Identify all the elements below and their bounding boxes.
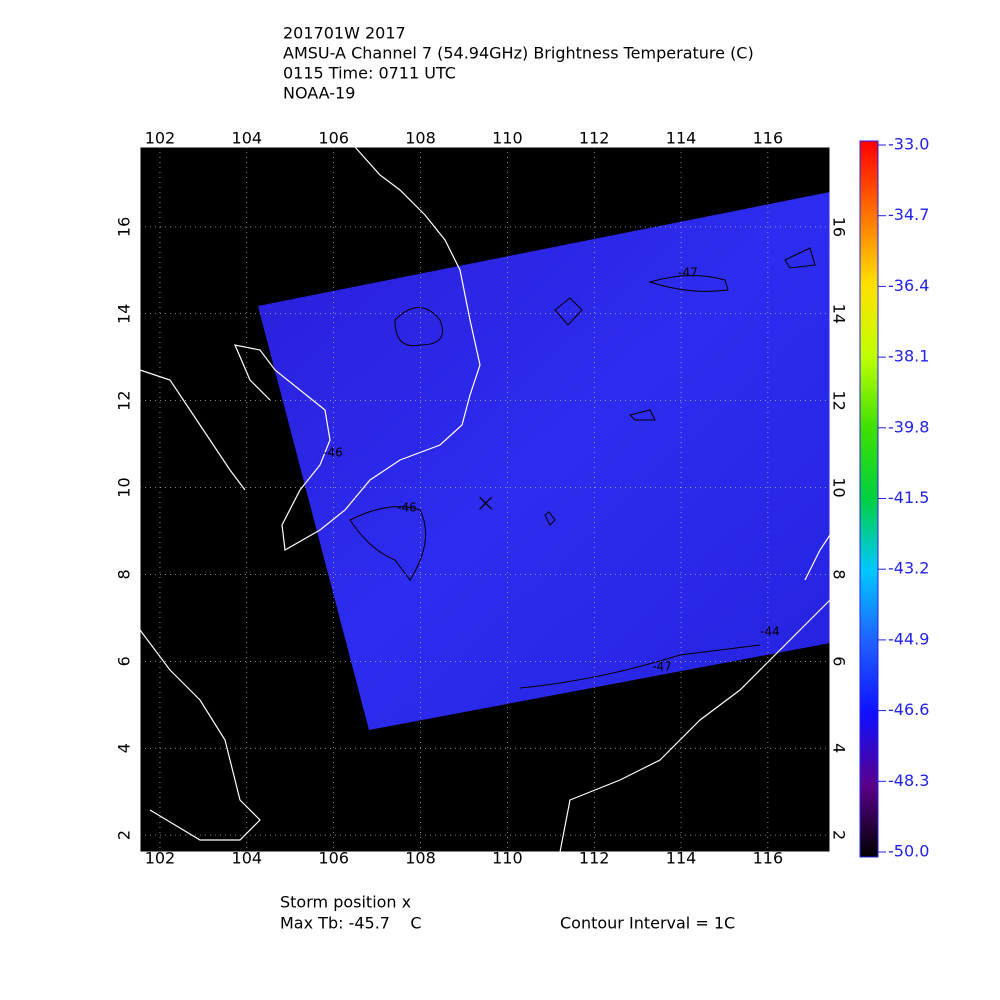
lon-tick-label: 106 bbox=[318, 849, 349, 868]
lon-tick-label: 108 bbox=[405, 129, 436, 148]
lon-tick-label: 112 bbox=[579, 129, 610, 148]
title-line: AMSU-A Channel 7 (54.94GHz) Brightness T… bbox=[283, 44, 754, 63]
colorbar-tick-label: -43.2 bbox=[888, 559, 929, 578]
contour-label: -44 bbox=[760, 625, 780, 639]
lat-tick-label: 14 bbox=[115, 304, 134, 324]
coastlines bbox=[139, 146, 831, 853]
lat-tick-label: 2 bbox=[830, 830, 849, 840]
colorbar-tick-label: -44.9 bbox=[888, 629, 929, 648]
colorbar-tick-label: -48.3 bbox=[888, 771, 929, 790]
lat-tick-label: 6 bbox=[830, 656, 849, 666]
lat-tick-label: 10 bbox=[115, 477, 134, 497]
colorbar-tick-label: -39.8 bbox=[888, 417, 929, 436]
lon-tick-label: 102 bbox=[145, 849, 176, 868]
lon-tick-label: 104 bbox=[232, 129, 263, 148]
storm-marker bbox=[479, 496, 493, 510]
colorbar-tick-label: -41.5 bbox=[888, 488, 929, 507]
lat-tick-label: 14 bbox=[830, 304, 849, 324]
colorbar-tick-label: -34.7 bbox=[888, 205, 929, 224]
contours bbox=[349, 247, 816, 689]
graticule bbox=[140, 147, 830, 852]
lon-tick-label: 106 bbox=[318, 129, 349, 148]
lon-tick-label: 116 bbox=[753, 129, 784, 148]
lon-tick-label: 114 bbox=[666, 849, 697, 868]
title-line: 0115 Time: 0711 UTC bbox=[283, 64, 456, 83]
lon-tick-label: 108 bbox=[405, 849, 436, 868]
lat-tick-label: 16 bbox=[115, 217, 134, 237]
lat-tick-label: 8 bbox=[115, 569, 134, 579]
colorbar-tick-label: -46.6 bbox=[888, 700, 929, 719]
colorbar bbox=[859, 140, 879, 858]
colorbar-axis: -33.0 -34.7 -36.4 -38.1 -39.8 -41.5 -43.2 -44.9… bbox=[878, 135, 929, 861]
colorbar-tick-label: -50.0 bbox=[888, 842, 929, 861]
lat-tick-label: 6 bbox=[115, 656, 134, 666]
colorbar-tick-label: -38.1 bbox=[888, 347, 929, 366]
lat-tick-label: 2 bbox=[115, 830, 134, 840]
lon-tick-label: 102 bbox=[145, 129, 176, 148]
contour-label: -47 bbox=[652, 660, 672, 674]
lon-tick-label: 116 bbox=[753, 849, 784, 868]
lon-tick-label: 112 bbox=[579, 849, 610, 868]
title-line: 201701W 2017 bbox=[283, 24, 406, 43]
swath bbox=[258, 192, 830, 730]
contour-label: -46 bbox=[397, 501, 417, 515]
colorbar-tick-label: -33.0 bbox=[888, 135, 929, 154]
lat-tick-label: 10 bbox=[830, 477, 849, 497]
lat-tick-label: 12 bbox=[830, 390, 849, 410]
contour-label: -46 bbox=[323, 446, 343, 460]
lat-tick-label: 12 bbox=[115, 390, 134, 410]
lat-tick-label: 8 bbox=[830, 569, 849, 579]
footer-max-tb: Max Tb: -45.7 C bbox=[280, 914, 421, 933]
map-frame bbox=[139, 146, 831, 853]
lon-tick-label: 110 bbox=[492, 129, 523, 148]
footer-contour: Contour Interval = 1C bbox=[560, 914, 735, 933]
lon-tick-label: 110 bbox=[492, 849, 523, 868]
lon-tick-label: 114 bbox=[666, 129, 697, 148]
lat-tick-label: 16 bbox=[830, 217, 849, 237]
lat-tick-label: 4 bbox=[830, 743, 849, 753]
lat-tick-label: 4 bbox=[115, 743, 134, 753]
footer-storm: Storm position x bbox=[280, 893, 411, 912]
contour-label: -47 bbox=[678, 266, 698, 280]
colorbar-tick-label: -36.4 bbox=[888, 276, 929, 295]
title-line: NOAA-19 bbox=[283, 84, 355, 103]
lon-tick-label: 104 bbox=[232, 849, 263, 868]
